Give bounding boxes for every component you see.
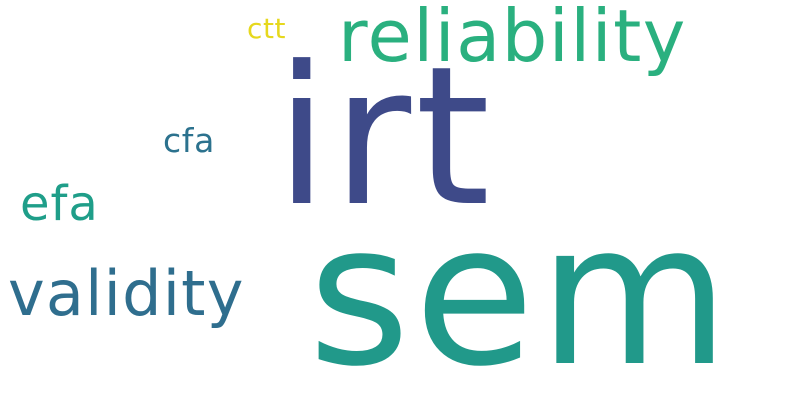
word-efa: efa [20, 176, 99, 232]
word-ctt: ctt [247, 12, 287, 45]
word-irt: irt [275, 26, 495, 249]
word-validity: validity [8, 257, 245, 330]
word-reliability: reliability [338, 0, 687, 78]
word-sem: sem [308, 182, 734, 400]
word-cfa: cfa [163, 121, 215, 160]
